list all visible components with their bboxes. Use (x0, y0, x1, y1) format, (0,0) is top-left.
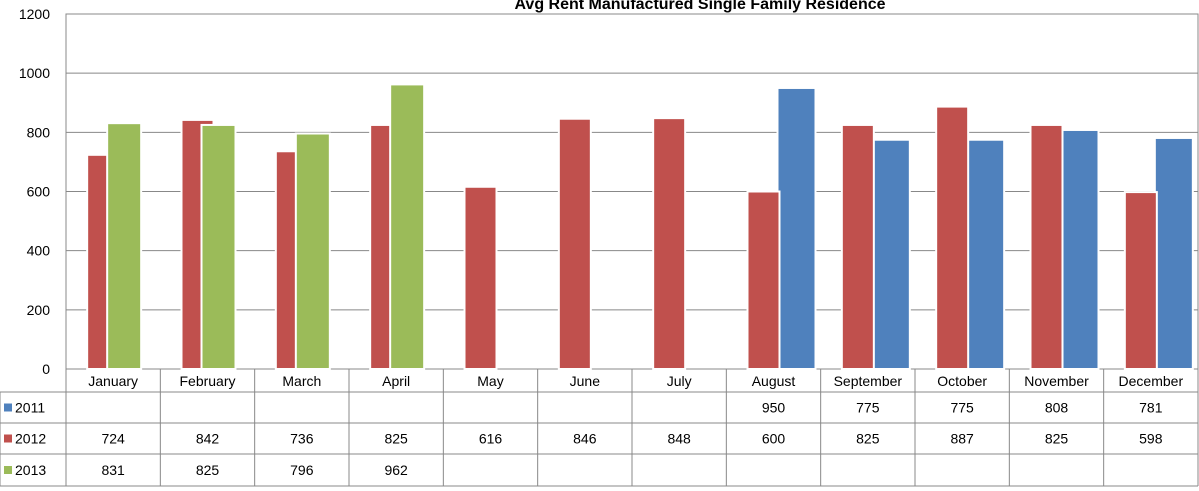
bar (840, 123, 875, 370)
y-tick-label: 400 (27, 243, 51, 259)
x-tick-label: January (88, 373, 138, 389)
x-tick-label: December (1119, 373, 1184, 389)
x-tick-label: September (834, 373, 903, 389)
legend-label: 2013 (15, 462, 46, 478)
legend-label: 2011 (15, 400, 45, 416)
y-tick-label: 1200 (19, 6, 50, 22)
table-value: 950 (762, 400, 786, 416)
table-value: 825 (196, 462, 220, 478)
x-tick-label: June (570, 373, 601, 389)
x-tick-label: July (667, 373, 692, 389)
bar (1059, 128, 1100, 370)
table-value: 781 (1139, 400, 1163, 416)
bar (106, 122, 143, 370)
table-value: 808 (1045, 400, 1069, 416)
bar (746, 190, 781, 370)
table-value: 962 (384, 462, 408, 478)
table-value: 598 (1139, 431, 1163, 447)
table-value: 825 (856, 431, 880, 447)
chart-title: Avg Rent Manufactured Single Family Resi… (514, 0, 885, 13)
x-tick-label: March (282, 373, 321, 389)
table-value: 600 (762, 431, 786, 447)
table-value: 736 (290, 431, 314, 447)
legend-swatch (4, 466, 12, 474)
x-tick-label: August (752, 373, 796, 389)
bar (200, 123, 237, 370)
y-tick-label: 0 (42, 361, 50, 377)
table-value: 724 (101, 431, 125, 447)
legend-swatch (4, 403, 12, 412)
bar (776, 86, 817, 370)
y-tick-label: 800 (27, 124, 51, 140)
x-tick-label: October (937, 373, 987, 389)
table-value: 848 (667, 431, 691, 447)
table-value: 616 (479, 431, 503, 447)
legend-label: 2012 (15, 431, 46, 447)
table-value: 831 (101, 462, 125, 478)
bar (294, 132, 331, 370)
table-value: 825 (384, 431, 408, 447)
x-tick-label: May (477, 373, 503, 389)
table-value: 775 (856, 400, 880, 416)
table-value: 842 (196, 431, 220, 447)
bar (557, 117, 592, 370)
table-value: 846 (573, 431, 597, 447)
y-tick-label: 600 (27, 184, 51, 200)
legend-swatch (4, 434, 12, 443)
bar (1123, 191, 1158, 370)
y-tick-label: 1000 (19, 65, 50, 81)
table-value: 887 (950, 431, 974, 447)
table-value: 775 (950, 400, 974, 416)
bar (463, 185, 498, 370)
table-value: 825 (1045, 431, 1069, 447)
bar (389, 83, 426, 371)
x-tick-label: February (179, 373, 235, 389)
x-tick-label: November (1024, 373, 1089, 389)
bar (870, 138, 911, 370)
bar (1153, 136, 1194, 370)
table-value: 796 (290, 462, 314, 478)
bar (652, 117, 687, 370)
y-tick-label: 200 (27, 302, 51, 318)
x-tick-label: April (382, 373, 410, 389)
bar (1029, 123, 1064, 370)
bar (965, 138, 1006, 370)
bar (935, 105, 970, 371)
